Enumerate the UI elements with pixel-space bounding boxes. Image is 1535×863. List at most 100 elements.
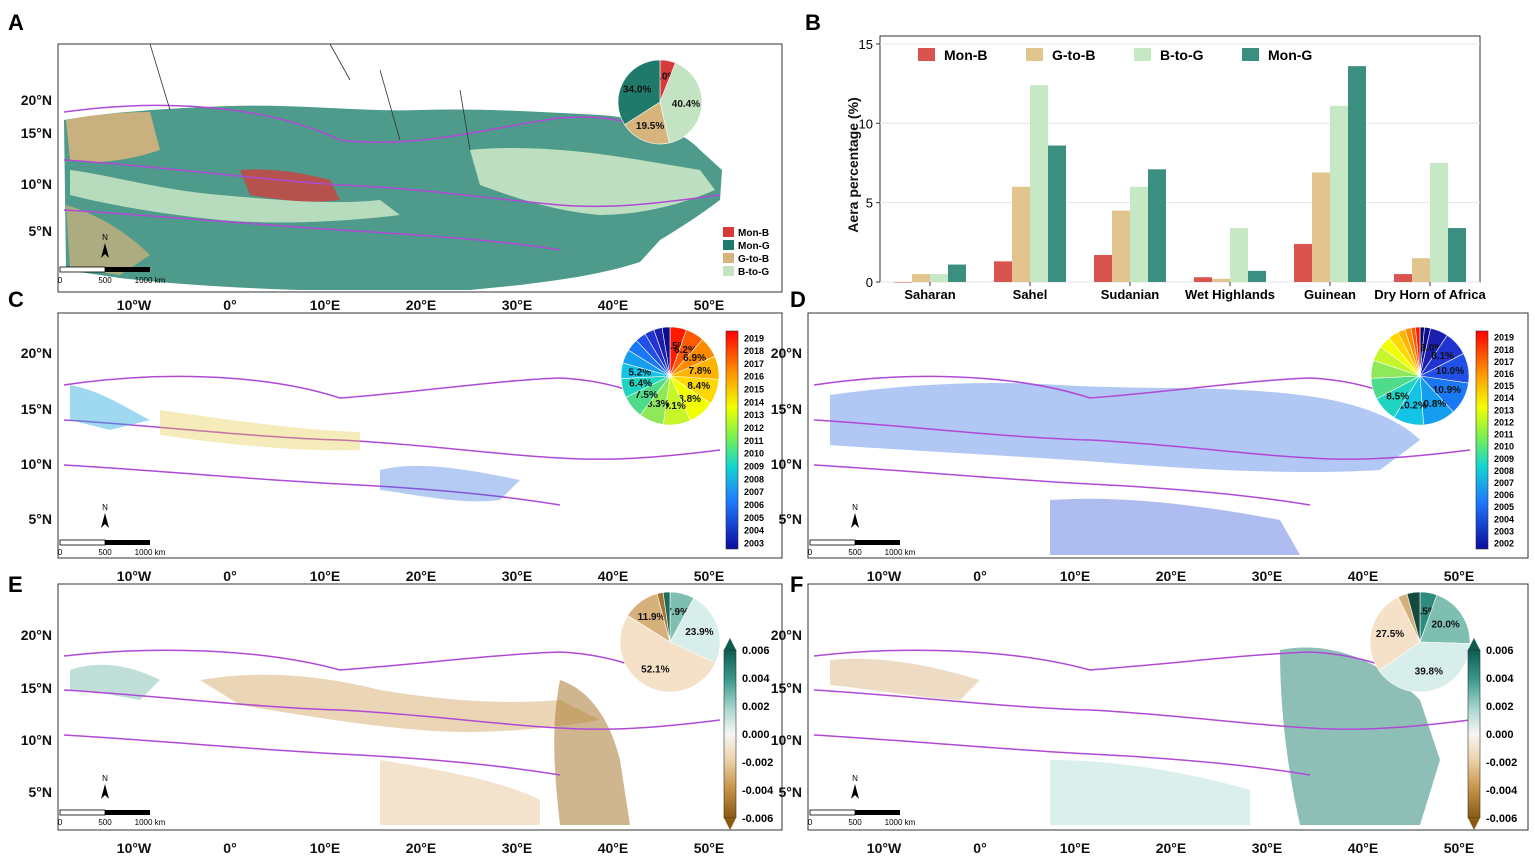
legend-label: Mon-B	[944, 47, 988, 63]
panel-f-pie: 5.5% 20.0% 39.8% 27.5%	[1369, 591, 1471, 693]
lat-tick: 15°N	[771, 680, 802, 696]
y-tick-label: 10	[859, 116, 873, 131]
lon-tick: 10°E	[1060, 840, 1091, 856]
zone-boundary	[63, 104, 641, 144]
pie-label: 8.4%	[687, 381, 710, 392]
region-browning	[200, 674, 600, 732]
lon-tick: 40°E	[1348, 568, 1379, 584]
colorbar-label: 2005	[744, 513, 764, 523]
legend-label: Mon-G	[738, 241, 770, 252]
lon-tick: 50°E	[1444, 568, 1475, 584]
lon-tick: 40°E	[598, 568, 629, 584]
colorbar-label: 2018	[1494, 345, 1514, 355]
bar-mon-b-dry-horn-of-africa	[1394, 274, 1412, 282]
bar-mon-b-wet-highlands	[1194, 277, 1212, 282]
lat-tick: 5°N	[29, 511, 53, 527]
colorbar-label: 0.004	[1486, 673, 1514, 685]
lon-tick: 20°E	[406, 840, 437, 856]
panel-letter-c: C	[8, 287, 24, 312]
zone-boundary	[63, 419, 721, 460]
country-borders	[149, 43, 471, 151]
panel-f-lon-ticks: 10°W 0° 10°E 20°E 30°E 40°E 50°E	[867, 840, 1474, 856]
lon-tick: 10°E	[1060, 568, 1091, 584]
lon-tick: 20°E	[406, 568, 437, 584]
panel-c-lat-ticks: 20°N 15°N 10°N 5°N	[21, 345, 52, 527]
pie-label: 9.1%	[663, 401, 686, 412]
panel-a-legend: Mon-B Mon-G G-to-B B-to-G	[723, 227, 770, 278]
region-g-to-b-south	[66, 205, 150, 275]
pie-label: 10.2%	[1399, 400, 1427, 411]
pie-label: 34.0%	[623, 84, 651, 95]
legend-swatch	[723, 253, 734, 263]
legend-swatch	[1134, 48, 1151, 61]
pie-label: 39.8%	[1415, 667, 1443, 678]
colorbar-label: 2019	[744, 333, 764, 343]
north-arrow-label: N	[852, 503, 858, 512]
lon-tick: 10°W	[117, 840, 152, 856]
colorbar-label: 2017	[744, 359, 764, 369]
bar-g-to-b-guinean	[1312, 172, 1330, 282]
panel-d-map	[807, 312, 1529, 559]
north-arrow-label: N	[102, 774, 108, 783]
lon-tick: 30°E	[1252, 568, 1283, 584]
lon-tick: 10°W	[117, 297, 152, 313]
colorbar-label: 2015	[1494, 381, 1514, 391]
lon-tick: 50°E	[694, 840, 725, 856]
pie-slice	[619, 615, 716, 693]
bar-mon-b-sudanian	[1094, 255, 1112, 282]
lat-tick: 10°N	[21, 176, 52, 192]
pie-label: 5.2%	[628, 368, 651, 379]
legend-swatch	[1026, 48, 1043, 61]
colorbar-label: -0.006	[742, 813, 773, 825]
colorbar-label: -0.004	[742, 785, 774, 797]
zone-boundary	[813, 419, 1471, 460]
pie-label: 23.9%	[685, 627, 713, 638]
panel-d-lat-ticks: 20°N 15°N 10°N 5°N	[771, 345, 802, 527]
scale-label: 500	[98, 276, 112, 285]
region-b-to-g-east	[470, 148, 715, 215]
lat-tick: 15°N	[21, 680, 52, 696]
bar-mon-g-saharan	[948, 264, 966, 282]
lat-tick: 15°N	[21, 401, 52, 417]
panel-f-lat-ticks: 20°N 15°N 10°N 5°N	[771, 627, 802, 800]
lat-tick: 10°N	[21, 456, 52, 472]
pie-slice	[624, 101, 670, 145]
lon-tick: 10°E	[310, 568, 341, 584]
colorbar-arrow-down	[1468, 818, 1480, 830]
colorbar-label: 2005	[1494, 502, 1514, 512]
pie-label: 6.9%	[683, 353, 706, 364]
pie-label: 8.5%	[1386, 392, 1409, 403]
region-weak-browning	[380, 760, 540, 825]
north-arrow-icon	[851, 784, 859, 799]
pie-label: 10.0%	[1436, 366, 1464, 377]
colorbar-label: 2016	[1494, 369, 1514, 379]
zone-boundary	[63, 734, 561, 776]
colorbar-label: 2014	[1494, 393, 1514, 403]
y-tick-label: 5	[866, 196, 873, 211]
pie-label: 7.9%	[666, 607, 689, 618]
x-tick-label: Sudanian	[1101, 287, 1160, 302]
panel-letter-e: E	[8, 572, 23, 597]
colorbar-arrow-down	[724, 818, 736, 830]
lat-tick: 5°N	[29, 223, 53, 239]
panel-letter-d: D	[790, 287, 806, 312]
north-arrow-label: N	[102, 233, 108, 242]
panel-c-lon-ticks: 10°W 0° 10°E 20°E 30°E 40°E 50°E	[117, 568, 724, 584]
panel-letter-f: F	[790, 572, 803, 597]
colorbar-label: 2004	[1494, 514, 1514, 524]
pie-label: 8.1%	[1431, 351, 1454, 362]
region-browning	[830, 658, 980, 700]
legend-swatch	[723, 227, 734, 237]
panel-f-scalebar: 0 500 1000 km N	[808, 774, 916, 827]
bar-b-to-g-wet-highlands	[1230, 228, 1248, 282]
panel-letter-b: B	[805, 10, 821, 35]
legend-label: B-to-G	[738, 267, 769, 278]
colorbar-label: 2008	[744, 474, 764, 484]
colorbar-label: 2011	[744, 436, 764, 446]
lat-tick: 20°N	[21, 92, 52, 108]
colorbar-label: 2016	[744, 372, 764, 382]
pie-label: 6.0%	[653, 71, 676, 82]
x-tick-label: Wet Highlands	[1185, 287, 1275, 302]
colorbar-label: 2007	[1494, 478, 1514, 488]
pie-label: 7.5%	[635, 390, 658, 401]
